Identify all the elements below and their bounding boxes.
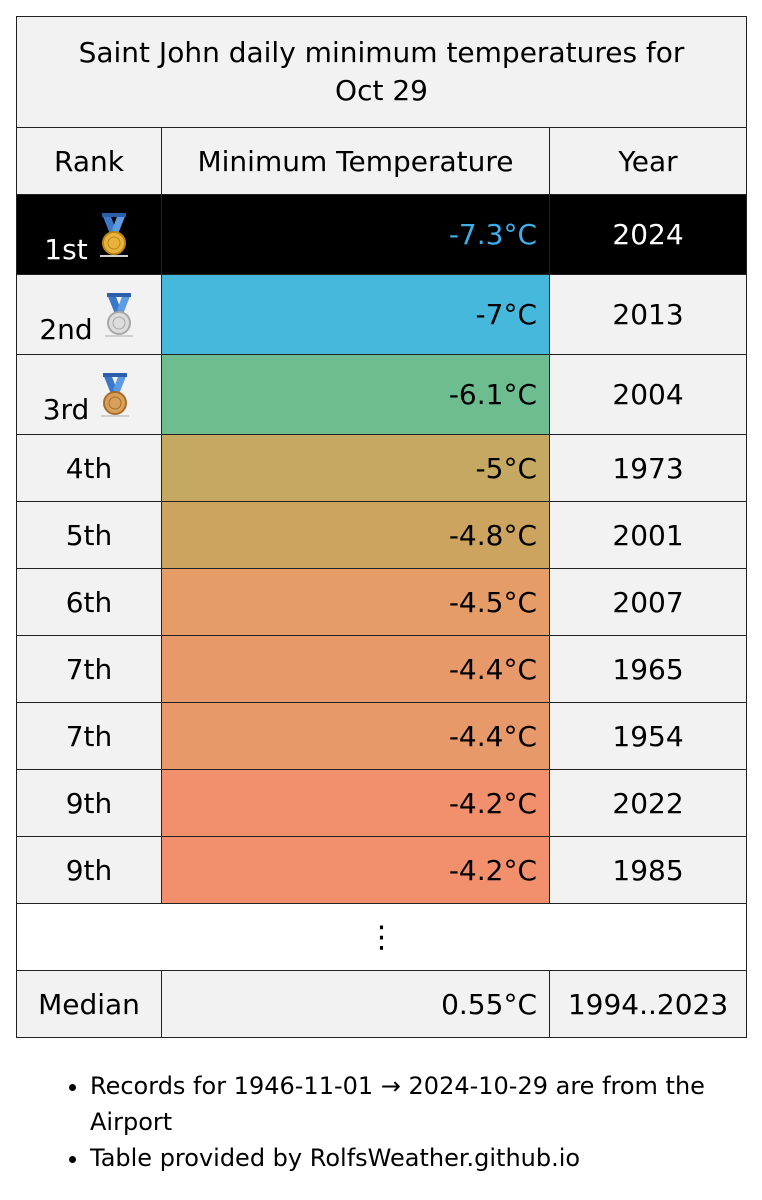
bronze-medal-icon [95, 372, 135, 418]
rank-cell: 5th [16, 501, 162, 569]
temperature-cell: -5°C [161, 434, 550, 502]
table-row: 6th -4.5°C 2007 [16, 568, 748, 636]
temperature-cell: -4.2°C [161, 836, 550, 904]
median-value: 0.55°C [161, 970, 550, 1038]
temperature-cell: -7.3°C [161, 194, 550, 275]
note-table-provider: Table provided by RolfsWeather.github.io [90, 1140, 762, 1176]
rank-cell: 1st [16, 194, 162, 275]
temperature-cell: -4.8°C [161, 501, 550, 569]
table-row: 2nd -7°C 2013 [16, 274, 748, 355]
year-cell: 2013 [548, 274, 748, 355]
year-cell: 1985 [548, 836, 748, 904]
temperature-cell: -7°C [161, 274, 550, 355]
rank-cell: 9th [16, 769, 162, 837]
notes-list: Records for 1946-11-01 → 2024-10-29 are … [48, 1068, 762, 1176]
year-cell: 1965 [548, 635, 748, 703]
temperature-cell: -4.2°C [161, 769, 550, 837]
rank-cell: 6th [16, 568, 162, 636]
year-cell: 1973 [548, 434, 748, 502]
table-row: 9th -4.2°C 2022 [16, 769, 748, 837]
header-row: Rank Minimum Temperature Year [16, 127, 748, 195]
header-min-temperature: Minimum Temperature [161, 127, 550, 195]
table-title: Saint John daily minimum temperatures fo… [78, 36, 685, 107]
gold-medal-icon [94, 212, 134, 258]
table-title-cell: Saint John daily minimum temperatures fo… [15, 16, 748, 128]
table-row: 3rd -6.1°C 2004 [16, 354, 748, 435]
year-cell: 2022 [548, 769, 748, 837]
rank-label: 1st [44, 232, 88, 266]
median-period: 1994..2023 [548, 970, 748, 1038]
year-cell: 2004 [548, 354, 748, 435]
year-cell: 1954 [548, 702, 748, 770]
rank-cell: 2nd [16, 274, 162, 355]
header-year: Year [548, 127, 748, 195]
table-body: 1st -7.3°C 2024 2nd -7°C 2013 3rd -6.1°C 2004 4th… [16, 194, 748, 904]
year-cell: 2001 [548, 501, 748, 569]
table-row: 5th -4.8°C 2001 [16, 501, 748, 569]
table-row: 7th -4.4°C 1965 [16, 635, 748, 703]
median-label: Median [16, 970, 162, 1038]
rank-label: 3rd [42, 392, 90, 426]
rank-cell: 7th [16, 702, 162, 770]
table-row: 1st -7.3°C 2024 [16, 194, 748, 275]
temperature-cell: -6.1°C [161, 354, 550, 435]
temperature-cell: -4.4°C [161, 702, 550, 770]
table-row: 9th -4.2°C 1985 [16, 836, 748, 904]
ellipsis-row: ⋮ [15, 903, 748, 971]
table-row: 4th -5°C 1973 [16, 434, 748, 502]
year-cell: 2007 [548, 568, 748, 636]
rank-cell: 3rd [16, 354, 162, 435]
ellipsis: ⋮ [15, 903, 748, 971]
table-row: 7th -4.4°C 1954 [16, 702, 748, 770]
note-airport-records: Records for 1946-11-01 → 2024-10-29 are … [90, 1068, 762, 1140]
temperature-cell: -4.5°C [161, 568, 550, 636]
rank-cell: 9th [16, 836, 162, 904]
rank-cell: 7th [16, 635, 162, 703]
records-table: Saint John daily minimum temperatures fo… [15, 16, 748, 1038]
rank-cell: 4th [16, 434, 162, 502]
silver-medal-icon [99, 292, 139, 338]
header-rank: Rank [16, 127, 162, 195]
temperature-cell: -4.4°C [161, 635, 550, 703]
rank-label: 2nd [39, 312, 93, 346]
year-cell: 2024 [548, 194, 748, 275]
median-row: Median 0.55°C 1994..2023 [16, 970, 748, 1038]
